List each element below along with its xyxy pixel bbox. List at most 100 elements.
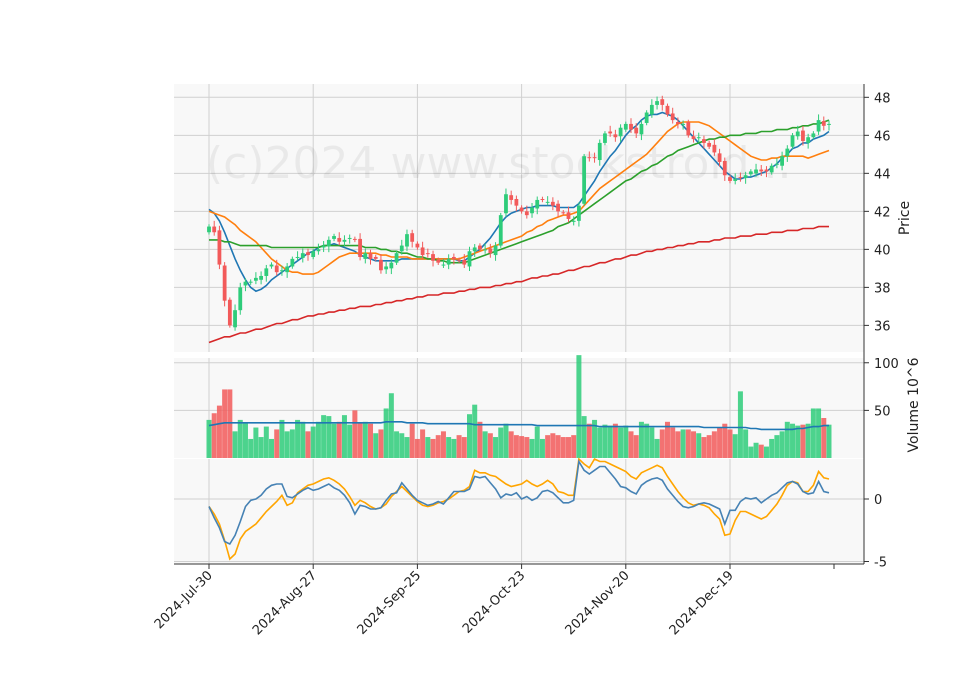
volume-bar — [529, 438, 535, 458]
candle-body — [269, 264, 274, 267]
oscillator-signal-line — [208, 457, 830, 561]
oscillator-panel-bg — [174, 459, 864, 564]
candle-body — [504, 194, 508, 214]
oscillator-tick-label: -5 — [874, 556, 887, 571]
price-tick-label: 42 — [874, 205, 891, 220]
candle-body — [582, 156, 587, 204]
candle-body — [410, 233, 415, 242]
candle-body — [259, 275, 263, 280]
x-tick-label: 2024-Dec-19 — [667, 568, 737, 638]
grid-lines — [174, 84, 864, 564]
price-tick-label: 40 — [874, 243, 891, 258]
volume-bar — [305, 431, 311, 458]
volume-bar — [362, 421, 368, 458]
candle-body — [696, 137, 701, 139]
candle-body — [457, 259, 461, 261]
candle-body — [514, 198, 519, 206]
candle-body — [795, 131, 800, 137]
price-axis-label: Price — [897, 201, 913, 235]
oscillator-main-line — [208, 459, 830, 546]
volume-bar — [659, 429, 665, 458]
volume-bar — [420, 429, 426, 458]
candle-body — [733, 179, 738, 181]
candle-body — [681, 123, 686, 125]
candle-body — [686, 122, 691, 136]
x-tick-label: 2024-Sep-25 — [355, 568, 425, 638]
volume-bar — [409, 423, 415, 458]
candle-body — [764, 169, 769, 172]
volume-bar — [352, 410, 358, 458]
candle-body — [639, 123, 644, 135]
volume-tick-label: 100 — [874, 357, 899, 372]
volume-bar — [404, 437, 410, 458]
candle-body — [665, 105, 670, 115]
volume-bar — [321, 415, 327, 458]
candle-body — [712, 144, 717, 153]
volume-bar — [472, 404, 478, 458]
candle-body — [780, 156, 784, 166]
candle-body — [655, 101, 659, 105]
volume-bar — [534, 426, 540, 458]
volume-bar — [680, 429, 686, 458]
watermark: (c)2024 www.stockstroid... — [206, 138, 792, 189]
candle-body — [769, 165, 774, 173]
volume-bar — [550, 433, 556, 458]
candle-body — [451, 256, 456, 259]
volume-bar — [696, 433, 702, 458]
volume-bar — [670, 427, 676, 458]
volume-bar — [779, 431, 785, 458]
candle-body — [253, 277, 258, 281]
candle-body — [285, 266, 290, 273]
volume-bar — [571, 435, 577, 458]
volume-bar — [279, 419, 285, 458]
candle-body — [394, 253, 399, 263]
price-tick-label: 46 — [874, 129, 891, 144]
volume-bar — [717, 427, 723, 458]
candle-body — [399, 245, 404, 252]
candle-body — [332, 236, 336, 239]
candle-body — [233, 310, 237, 328]
candle-body — [478, 245, 482, 250]
candle-body — [806, 137, 811, 143]
volume-bar — [383, 408, 389, 458]
volume-bar — [790, 423, 796, 458]
volume-bar — [519, 436, 525, 458]
volume-bar — [357, 422, 363, 458]
volume-bar — [732, 434, 738, 458]
volume-bar — [581, 416, 587, 458]
candle-body — [493, 245, 498, 256]
volume-bar — [654, 438, 660, 458]
volume-bar — [826, 424, 832, 458]
candle-body — [774, 163, 779, 165]
candle-body — [326, 239, 331, 247]
candle-body — [827, 123, 831, 125]
volume-bar — [248, 438, 254, 458]
candlesticks — [207, 95, 831, 331]
volume-bar — [722, 423, 728, 458]
candle-body — [441, 264, 446, 266]
candle-body — [227, 299, 232, 326]
volume-bar — [206, 419, 212, 458]
candle-body — [550, 201, 555, 206]
volume-bar — [743, 429, 749, 458]
volume-bar — [618, 427, 624, 458]
volume-bar — [341, 415, 347, 458]
x-tick-label: 2024-Aug-27 — [250, 568, 320, 638]
candle-body — [592, 157, 597, 159]
candle-body — [644, 112, 649, 123]
volume-bar — [258, 437, 264, 458]
volume-bar — [467, 414, 472, 458]
candle-body — [556, 203, 560, 212]
price-tick-label: 48 — [874, 91, 891, 106]
oscillator-lines — [208, 457, 830, 561]
candle-body — [754, 169, 758, 174]
candle-body — [707, 142, 712, 147]
volume-bar — [388, 393, 394, 458]
candle-body — [722, 160, 727, 176]
candle-body — [535, 199, 540, 209]
volume-bar — [440, 431, 446, 458]
volume-bar — [456, 435, 462, 458]
volume-bar — [295, 419, 301, 458]
